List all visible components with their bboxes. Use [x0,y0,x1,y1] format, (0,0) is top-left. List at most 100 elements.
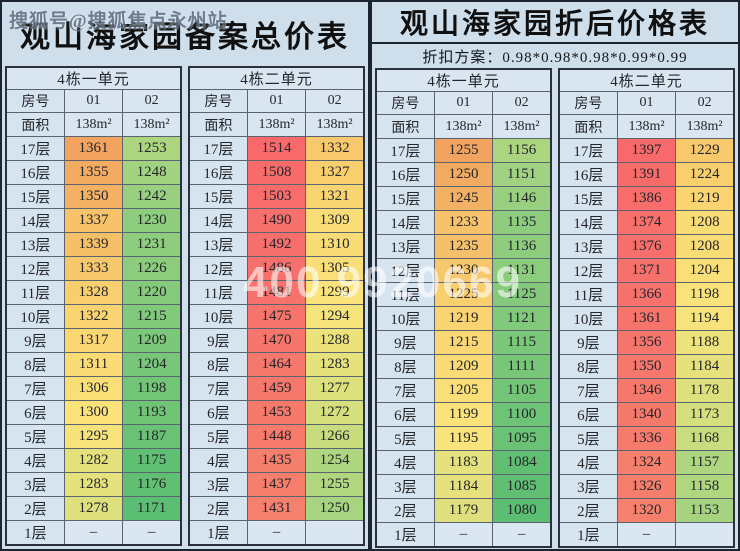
price-cell: 1309 [305,208,365,233]
floor-row: 7层 1205 1105 [375,378,552,403]
price-cell: 1250 [433,162,494,187]
floor-row: 5层 1336 1168 [558,426,735,451]
filing-price-panel: 观山海家园备案总价表 4栋一单元 房号 01 02 面积 138m² 138m² 17层 136… [0,0,370,551]
price-cell: 1225 [433,282,494,307]
filing-price-title: 观山海家园备案总价表 [20,21,350,54]
floor-row: 3层 1326 1158 [558,474,735,499]
floor-row: 13层 1376 1208 [558,234,735,259]
price-cell: 1282 [63,448,124,473]
floor-row: 2层 1320 1153 [558,498,735,523]
price-cell: 1187 [122,424,182,449]
floor-label: 8层 [558,354,618,379]
price-cell: 1248 [122,160,182,185]
room-no-value: 02 [305,89,365,113]
price-cell: 1376 [616,234,677,259]
room-no-value: 02 [675,91,735,115]
price-cell: 1322 [63,304,124,329]
price-cell: 1115 [492,330,552,355]
room-no-label: 房号 [558,91,618,115]
floor-row: 15层 1245 1146 [375,186,552,211]
price-cell: 1235 [433,234,494,259]
floor-label: 14层 [375,210,435,235]
price-cell: 1157 [675,450,735,475]
floor-row: 14层 1337 1230 [5,208,182,233]
price-cell: 1158 [675,474,735,499]
price-cell: 1242 [122,184,182,209]
price-cell: 1199 [433,402,494,427]
floor-row: 17层 1361 1253 [5,136,182,161]
floor-row: 16层 1250 1151 [375,162,552,187]
price-cell: 1448 [246,424,307,449]
price-cell: 1277 [305,376,365,401]
price-cell: 1283 [305,352,365,377]
floor-row: 16层 1391 1224 [558,162,735,187]
floor-row: 1层 – [188,520,365,546]
price-cell [305,520,365,546]
area-value: 138m² [616,114,677,139]
floor-row: 8层 1464 1283 [188,352,365,377]
floor-label: 16层 [188,160,248,185]
floor-label: 12层 [188,256,248,281]
floor-row: 3层 1283 1176 [5,472,182,497]
floor-label: 2层 [5,496,65,521]
floor-row: 9层 1356 1188 [558,330,735,355]
unit-table: 4栋一单元 房号 01 02 面积 138m² 138m² 17层 1255 1156 16层 125… [375,68,552,548]
price-cell: 1194 [675,306,735,331]
room-no-value: 01 [616,91,677,115]
floor-label: 4层 [5,448,65,473]
price-cell: 1193 [122,400,182,425]
floor-label: 12层 [5,256,65,281]
price-cell: 1361 [63,136,124,161]
floor-label: 3层 [558,474,618,499]
floor-row: 4层 1183 1084 [375,450,552,475]
floor-label: 8层 [5,352,65,377]
floor-label: 16层 [5,160,65,185]
price-cell: 1171 [122,496,182,521]
floor-row: 5层 1195 1095 [375,426,552,451]
area-value: 138m² [246,112,307,137]
price-cell: 1204 [675,258,735,283]
floor-label: 1层 [558,522,618,548]
floor-label: 4层 [375,450,435,475]
floor-label: 17层 [5,136,65,161]
floor-label: 13层 [5,232,65,257]
floor-row: 11层 1328 1220 [5,280,182,305]
area-value: 138m² [305,112,365,137]
price-cell: – [433,522,494,548]
area-value: 138m² [433,114,494,139]
floor-label: 1层 [5,520,65,546]
price-cell: 1431 [246,496,307,521]
floor-row: 6层 1340 1173 [558,402,735,427]
price-cell: 1305 [305,256,365,281]
floor-label: 6层 [558,402,618,427]
price-cell: 1300 [63,400,124,425]
floor-label: 17层 [375,138,435,163]
price-cell: 1397 [616,138,677,163]
floor-label: 10层 [5,304,65,329]
floor-row: 17层 1255 1156 [375,138,552,163]
price-cell: 1278 [63,496,124,521]
price-cell: 1350 [616,354,677,379]
price-cell: 1084 [492,450,552,475]
price-cell: 1198 [122,376,182,401]
floor-row: 9层 1215 1115 [375,330,552,355]
discount-scheme-subtitle: 折扣方案：0.98*0.98*0.98*0.99*0.99 [422,49,688,66]
unit-name: 4栋一单元 [5,66,182,90]
price-cell: 1266 [305,424,365,449]
area-value: 138m² [63,112,124,137]
floor-label: 14层 [5,208,65,233]
floor-label: 16层 [375,162,435,187]
price-cell: 1229 [675,138,735,163]
price-cell: 1224 [675,162,735,187]
price-cell: 1386 [616,186,677,211]
floor-row: 7层 1459 1277 [188,376,365,401]
discount-price-panel: 观山海家园折后价格表 折扣方案：0.98*0.98*0.98*0.99*0.99… [370,0,740,551]
floor-label: 7层 [188,376,248,401]
price-cell: 1508 [246,160,307,185]
floor-label: 15层 [558,186,618,211]
area-label: 面积 [5,112,65,137]
price-cell: 1125 [492,282,552,307]
price-cell: 1085 [492,474,552,499]
price-cell: 1215 [433,330,494,355]
